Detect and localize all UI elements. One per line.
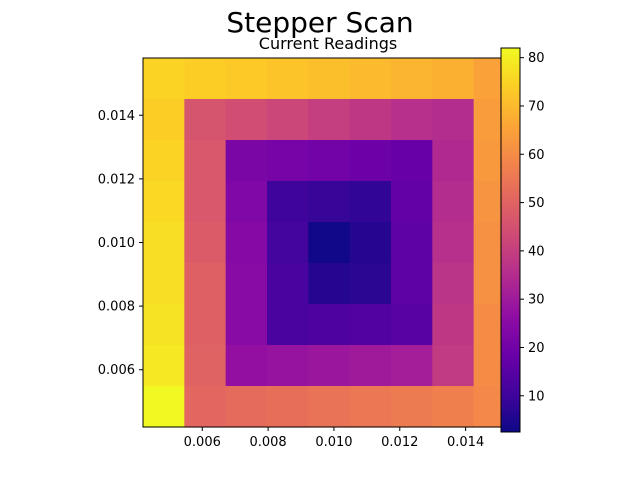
heatmap-cell <box>432 58 475 100</box>
heatmap-cell <box>391 222 433 264</box>
heatmap-cell <box>308 140 351 182</box>
heatmap-cell <box>308 386 351 428</box>
heatmap-cell <box>225 263 268 305</box>
heatmap-cell <box>184 222 227 264</box>
heatmap-cell <box>349 304 392 346</box>
heatmap-cell <box>143 345 185 387</box>
colorbar-tick-label: 20 <box>528 341 545 356</box>
heatmap-cell <box>432 181 475 223</box>
heatmap-cell <box>349 345 392 387</box>
heatmap-cell <box>308 99 351 141</box>
colorbar-tick-label: 80 <box>528 51 545 66</box>
heatmap-cell <box>267 99 309 141</box>
heatmap-cell <box>432 345 475 387</box>
chart-title: Stepper Scan <box>226 6 413 39</box>
heatmap-cell <box>225 304 268 346</box>
heatmap-cell <box>267 181 309 223</box>
x-axis: 0.006 0.008 0.010 0.012 0.014 <box>184 427 484 450</box>
heatmap-cell <box>308 345 351 387</box>
x-tick-label: 0.010 <box>315 435 352 450</box>
heatmap-cell <box>308 304 351 346</box>
heatmap-cell <box>225 386 268 428</box>
heatmap-cell <box>391 345 433 387</box>
heatmap-cell <box>391 140 433 182</box>
heatmap-cell <box>391 263 433 305</box>
heatmap-cell <box>143 99 185 141</box>
colorbar-tick-label: 60 <box>528 148 545 163</box>
chart-subtitle: Current Readings <box>259 34 397 53</box>
heatmap-cell <box>349 58 392 100</box>
x-tick-label: 0.008 <box>249 435 286 450</box>
heatmap-cell <box>225 345 268 387</box>
colorbar-tick-label: 40 <box>528 244 545 259</box>
heatmap-cell <box>349 263 392 305</box>
heatmap-cell <box>391 181 433 223</box>
heatmap-cell <box>143 140 185 182</box>
heatmap-cell <box>349 222 392 264</box>
heatmap-cell <box>349 140 392 182</box>
x-tick-label: 0.014 <box>447 435 484 450</box>
heatmap-cell <box>184 140 227 182</box>
colorbar-tick-label: 50 <box>528 196 545 211</box>
colorbar-tick-label: 70 <box>528 99 545 114</box>
heatmap-cell <box>267 304 309 346</box>
heatmap-cell <box>391 304 433 346</box>
y-tick-label: 0.010 <box>98 236 135 251</box>
heatmap-cell <box>184 99 227 141</box>
heatmap-cell <box>349 181 392 223</box>
heatmap-cell <box>267 263 309 305</box>
heatmap-cell <box>308 181 351 223</box>
colorbar-tick-label: 10 <box>528 389 545 404</box>
colorbar <box>501 48 520 432</box>
heatmap-cell <box>432 386 475 428</box>
heatmap-cell <box>267 140 309 182</box>
heatmap-cell <box>432 99 475 141</box>
heatmap-cell <box>143 304 185 346</box>
heatmap-cell <box>391 99 433 141</box>
x-tick-label: 0.006 <box>184 435 221 450</box>
heatmap-cell <box>308 222 351 264</box>
heatmap-cell <box>267 58 309 100</box>
heatmap-cell <box>225 181 268 223</box>
heatmap-cell <box>225 99 268 141</box>
colorbar-axis: 10 20 30 40 50 60 70 80 <box>520 51 545 404</box>
heatmap-cell <box>184 263 227 305</box>
heatmap-cell <box>184 304 227 346</box>
heatmap-cell <box>432 263 475 305</box>
heatmap-cell <box>225 140 268 182</box>
heatmap-cell <box>225 222 268 264</box>
heatmap-cell <box>184 345 227 387</box>
heatmap-cell <box>308 263 351 305</box>
x-tick-label: 0.012 <box>381 435 418 450</box>
heatmap-cell <box>184 181 227 223</box>
heatmap-cell <box>225 58 268 100</box>
y-tick-label: 0.012 <box>98 172 135 187</box>
colorbar-tick-label: 30 <box>528 293 545 308</box>
heatmap-cell <box>391 386 433 428</box>
y-axis: 0.006 0.008 0.010 0.012 0.014 <box>98 109 143 378</box>
heatmap-cell <box>143 263 185 305</box>
y-tick-label: 0.006 <box>98 363 135 378</box>
y-tick-label: 0.014 <box>98 109 135 124</box>
heatmap-cell <box>143 386 185 428</box>
heatmap-cell <box>432 222 475 264</box>
heatmap-cell <box>308 58 351 100</box>
heatmap-cell <box>267 222 309 264</box>
heatmap-cell <box>184 58 227 100</box>
y-tick-label: 0.008 <box>98 300 135 315</box>
heatmap-cell <box>432 304 475 346</box>
heatmap-cell <box>349 99 392 141</box>
heatmap-cell <box>432 140 475 182</box>
heatmap-cell <box>143 181 185 223</box>
colorbar-frame <box>500 47 521 433</box>
heatmap-cell <box>391 58 433 100</box>
heatmap-cell <box>267 345 309 387</box>
heatmap-cells <box>143 58 516 428</box>
heatmap-cell <box>349 386 392 428</box>
heatmap-cell <box>143 222 185 264</box>
heatmap-cell <box>143 58 185 100</box>
heatmap-cell <box>184 386 227 428</box>
heatmap-cell <box>267 386 309 428</box>
